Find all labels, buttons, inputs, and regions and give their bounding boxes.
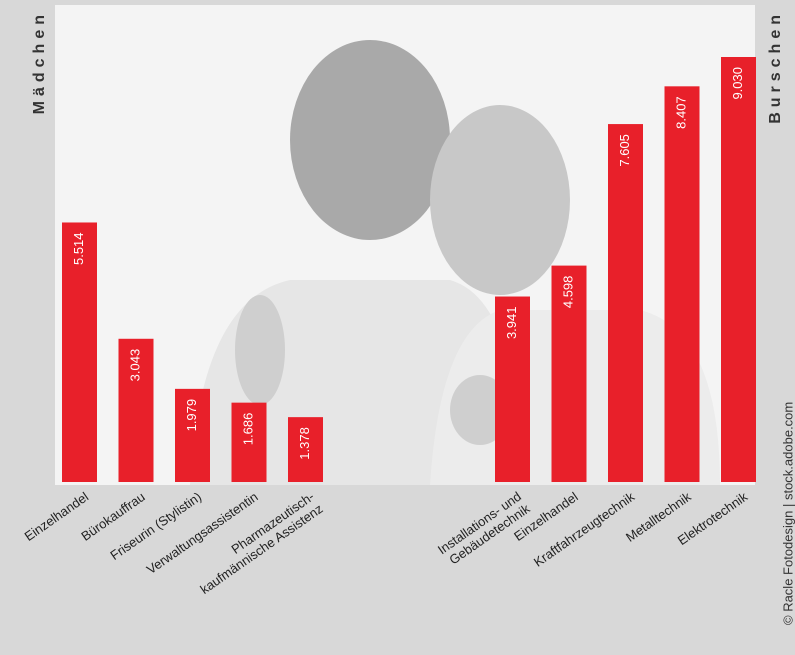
value-label: 3.941 [504,307,519,340]
value-label: 4.598 [560,276,575,309]
value-label: 1.686 [240,413,255,446]
x-tick-label: Pharmazeutisch-kaufmännische Assistenz [189,489,326,597]
bar [665,86,700,482]
chart: Mädchen Burschen © Racle Fotodesign | st… [0,0,795,655]
value-label: 1.378 [297,427,312,460]
bar [608,124,643,482]
bar [721,57,756,482]
x-tick-label: Kraftfahrzeugtechnik [531,489,638,570]
value-label: 8.407 [673,96,688,129]
value-label: 9.030 [730,67,745,100]
value-label: 3.043 [127,349,142,382]
value-label: 1.979 [184,399,199,432]
photo-credit: © Racle Fotodesign | stock.adobe.com [780,402,795,625]
value-label: 7.605 [617,134,632,167]
group-title: Burschen [767,10,784,124]
value-label: 5.514 [71,232,86,265]
group-title: Mädchen [31,10,48,114]
